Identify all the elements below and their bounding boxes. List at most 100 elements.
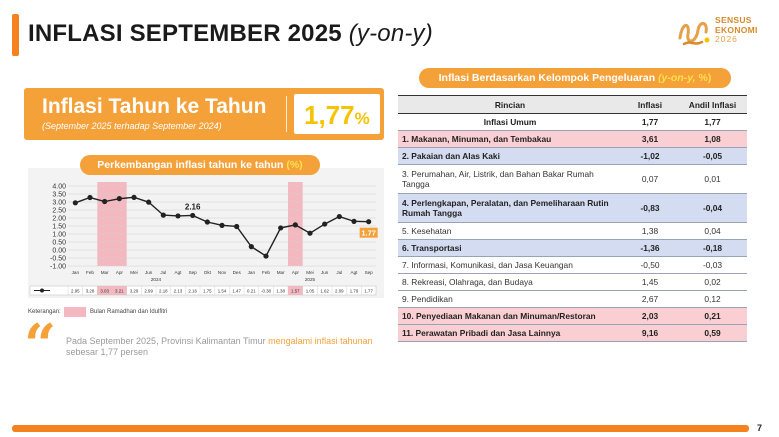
y-tick-label: 3.00 (52, 200, 66, 207)
quote-text-after: sebesar 1,77 persen (66, 347, 149, 357)
table-header-andil: Andil Inflasi (678, 95, 747, 114)
data-label-value: 3.29 (130, 288, 139, 293)
table-cell-name: Inflasi Umum (398, 113, 622, 131)
data-label-strip (29, 285, 377, 296)
data-label-value: 2.95 (71, 288, 80, 293)
table-cell-andil: 0,59 (678, 324, 747, 342)
data-label-value: 1.05 (306, 288, 315, 293)
data-point (72, 200, 78, 206)
annotation-badge (359, 227, 378, 238)
ramadhan-highlight-column (97, 182, 112, 266)
data-label-value: -0.38 (261, 288, 272, 293)
table-header-rincian: Rincian (398, 95, 622, 114)
logo-line1: SENSUS (715, 15, 752, 25)
yoy-subtitle: (September 2025 terhadap September 2024) (42, 121, 222, 131)
data-label-value: 2.09 (335, 288, 344, 293)
y-tick-label: -1.00 (50, 264, 66, 271)
data-point (263, 253, 269, 259)
table-cell-inflasi: -1,36 (622, 239, 678, 257)
legend-caption: Keterangan: (28, 309, 61, 315)
data-label-highlight (288, 286, 303, 295)
x-tick-label: Agt (351, 270, 359, 275)
data-label-value: 2.13 (174, 288, 183, 293)
y-tick-label: 0.50 (52, 240, 66, 247)
quote-icon: “ (24, 312, 57, 378)
logo-line2: EKONOMI (715, 24, 758, 35)
table-cell-inflasi: 2,03 (622, 307, 678, 325)
table-cell-name: 6. Transportasi (398, 239, 622, 257)
annotation-label: 1.77 (361, 229, 376, 238)
data-point (292, 222, 298, 228)
table-row: 9. Pendidikan 2,67 0,12 (398, 290, 747, 308)
data-label-value: 3.03 (100, 288, 109, 293)
data-label-value: 2.99 (144, 288, 153, 293)
table-row: 2. Pakaian dan Alas Kaki -1,02 -0,05 (398, 147, 747, 165)
chart-title-unit: (%) (286, 159, 303, 171)
yoy-trend-chart-panel: 4.00 3.50 3.00 2.50 2.00 1.50 1.00 0.50 0.00 -0.5… (28, 168, 384, 298)
data-label-value: 1.57 (291, 288, 300, 293)
table-row: 8. Rekreasi, Olahraga, dan Budaya 1,45 0,0… (398, 273, 747, 291)
table-cell-name: 8. Rekreasi, Olahraga, dan Budaya (398, 273, 622, 291)
table-cell-inflasi: 1,38 (622, 222, 678, 240)
data-point (278, 225, 284, 231)
chart-title-pill: Perkembangan inflasi tahun ke tahun (%) (80, 155, 320, 175)
table-cell-andil: 0,04 (678, 222, 747, 240)
table-cell-name: 4. Perlengkapan, Peralatan, dan Pemeliha… (398, 193, 622, 223)
x-year-label: 2025 (305, 277, 316, 282)
table-cell-andil: -0,04 (678, 193, 747, 223)
table-row: 6. Transportasi -1,36 -0,18 (398, 239, 747, 257)
x-tick-label: Apr (116, 270, 124, 275)
table-cell-andil: -0,05 (678, 147, 747, 165)
table-cell-andil: 1,77 (678, 113, 747, 131)
x-tick-label: Jul (160, 270, 166, 275)
yoy-value-unit: % (354, 109, 370, 128)
yoy-divider (286, 96, 287, 132)
data-label-value: 2.16 (188, 288, 197, 293)
data-label-value: 0.21 (247, 288, 256, 293)
data-label-value: 1.62 (320, 288, 329, 293)
footer-accent-bar (12, 425, 749, 432)
table-cell-name: 7. Informasi, Komunikasi, dan Jasa Keuan… (398, 256, 622, 274)
table-title-italic: (y-on-y, (658, 72, 696, 84)
y-tick-label: 2.50 (52, 208, 66, 215)
data-label-value: 1.75 (203, 288, 212, 293)
data-point (175, 213, 181, 219)
table-row: 4. Perlengkapan, Peralatan, dan Pemeliha… (398, 193, 747, 223)
table-title-text: Inflasi Berdasarkan Kelompok Pengeluaran (438, 72, 656, 84)
x-tick-label: Mar (277, 270, 285, 275)
data-label-value: 1.54 (218, 288, 227, 293)
y-tick-label: -0.50 (50, 256, 66, 263)
x-tick-label: Jun (145, 270, 153, 275)
y-tick-label: 0.00 (52, 248, 66, 255)
data-label-value: 3.21 (115, 288, 124, 293)
x-tick-label: Feb (262, 270, 270, 275)
data-label-highlight (97, 286, 112, 295)
legend-label-ramadhan: Bulan Ramadhan dan Idulfitri (90, 309, 168, 315)
legend-swatch-ramadhan (64, 307, 86, 317)
x-tick-label: Feb (86, 270, 94, 275)
data-point (234, 223, 240, 230)
table-row-umum: Inflasi Umum 1,77 1,77 (398, 113, 747, 131)
table-cell-inflasi: 1,77 (622, 113, 678, 131)
data-label-value: 1.79 (350, 288, 359, 293)
yoy-title: Inflasi Tahun ke Tahun (42, 95, 267, 118)
data-label-value: 1.77 (364, 288, 373, 293)
table-cell-name: 10. Penyediaan Makanan dan Minuman/Resto… (398, 307, 622, 325)
title-accent-bar (12, 14, 19, 56)
y-tick-label: 1.50 (52, 224, 66, 231)
logo-line3: 2026 (715, 34, 738, 44)
table-cell-inflasi: -0,83 (622, 193, 678, 223)
table-row: 10. Penyediaan Makanan dan Minuman/Resto… (398, 307, 747, 325)
data-point (190, 212, 196, 219)
data-label-value: 1.38 (276, 288, 285, 293)
data-point (87, 194, 93, 201)
yoy-trend-chart: 4.003.503.002.502.001.501.000.500.00-0.5… (29, 182, 378, 296)
table-cell-andil: 0,02 (678, 273, 747, 291)
inflation-by-group-table: Rincian Inflasi Andil Inflasi Inflasi Um… (398, 95, 747, 342)
table-cell-name: 11. Perawatan Pribadi dan Jasa Lainnya (398, 324, 622, 342)
table-cell-inflasi: 1,45 (622, 273, 678, 291)
x-year-label: 2024 (151, 277, 162, 282)
y-tick-label: 4.00 (52, 184, 66, 191)
x-tick-label: Jun (321, 270, 329, 275)
table-cell-inflasi: 2,67 (622, 290, 678, 308)
